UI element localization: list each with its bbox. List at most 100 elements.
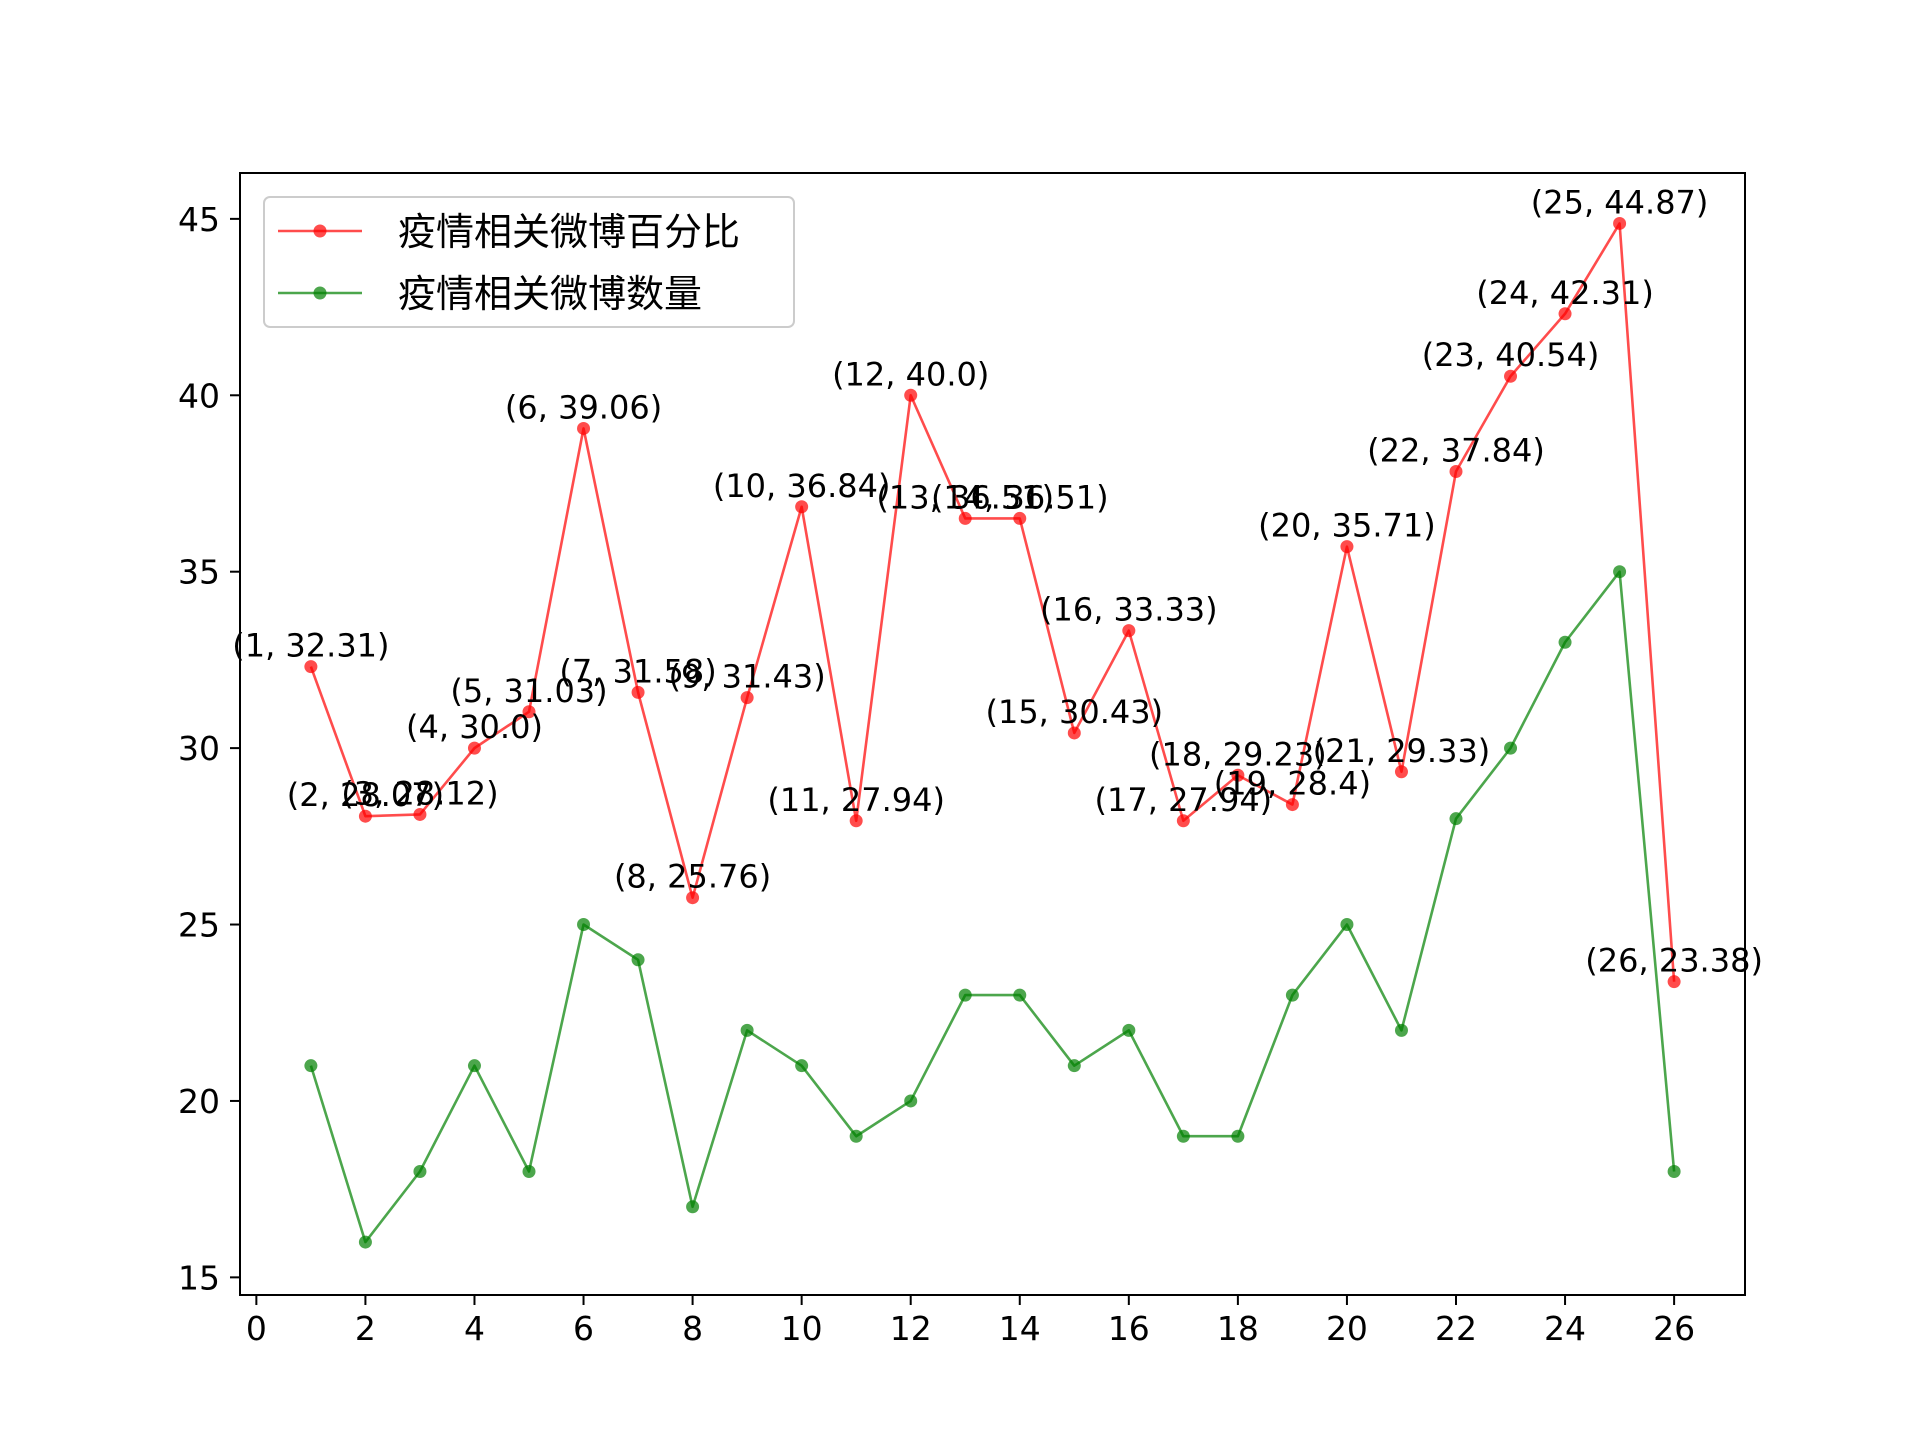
x-tick-label: 10	[781, 1309, 823, 1348]
data-point-count	[1340, 918, 1354, 932]
data-point-percentage	[1285, 798, 1299, 812]
data-label: (1, 32.31)	[232, 627, 389, 665]
data-point-percentage	[1613, 216, 1627, 230]
x-tick-label: 0	[246, 1309, 267, 1348]
y-tick-label: 40	[178, 376, 220, 415]
data-point-percentage	[740, 691, 754, 705]
data-label: (4, 30.0)	[406, 708, 543, 746]
legend-frame	[263, 196, 795, 328]
data-label: (2, 28.07)	[287, 776, 444, 814]
series-layer	[304, 216, 1681, 1249]
data-point-count	[413, 1165, 427, 1179]
data-point-percentage	[1340, 540, 1354, 554]
data-point-count	[522, 1165, 536, 1179]
legend-marker-count	[313, 286, 327, 300]
data-point-count	[958, 988, 972, 1002]
data-point-percentage	[304, 660, 318, 674]
data-point-percentage	[1394, 765, 1408, 779]
data-point-count	[1667, 1165, 1681, 1179]
data-label: (16, 33.33)	[1040, 591, 1218, 629]
data-point-percentage	[1231, 768, 1245, 782]
data-point-count	[1285, 988, 1299, 1002]
data-label: (23, 40.54)	[1422, 336, 1600, 374]
data-point-percentage	[1122, 624, 1136, 638]
data-label: (17, 27.94)	[1095, 781, 1273, 819]
x-tick-label: 18	[1217, 1309, 1259, 1348]
data-point-count	[631, 953, 645, 967]
y-tick-label: 25	[178, 906, 220, 945]
data-label: (11, 27.94)	[767, 781, 945, 819]
data-point-percentage	[1667, 975, 1681, 989]
x-tick-label: 2	[355, 1309, 376, 1348]
data-label: (25, 44.87)	[1531, 183, 1709, 221]
data-label: (18, 29.23)	[1149, 735, 1327, 773]
x-tick-label: 22	[1435, 1309, 1477, 1348]
data-point-count	[1231, 1129, 1245, 1143]
data-label: (6, 39.06)	[505, 388, 662, 426]
data-label: (7, 31.58)	[559, 652, 716, 690]
legend-label-percentage: 疫情相关微博百分比	[398, 210, 740, 254]
data-label: (14, 36.51)	[931, 478, 1109, 516]
data-point-count	[467, 1059, 481, 1073]
y-tick-label: 15	[178, 1258, 220, 1297]
legend-marker-percentage	[313, 224, 327, 238]
data-label: (9, 31.43)	[668, 658, 825, 696]
data-label: (24, 42.31)	[1476, 274, 1654, 312]
data-point-count	[740, 1023, 754, 1037]
x-tick-label: 6	[573, 1309, 594, 1348]
y-tick-label: 30	[178, 729, 220, 768]
data-point-percentage	[1558, 307, 1572, 321]
annotation-layer: (1, 32.31)(2, 28.07)(3, 28.12)(4, 30.0)(…	[232, 183, 1763, 979]
data-point-percentage	[795, 500, 809, 514]
x-tick-label: 8	[682, 1309, 703, 1348]
legend: 疫情相关微博百分比 疫情相关微博数量	[263, 196, 795, 328]
data-point-percentage	[358, 809, 372, 823]
data-point-percentage	[467, 741, 481, 755]
data-point-count	[904, 1094, 918, 1108]
data-label: (20, 35.71)	[1258, 507, 1436, 545]
data-label: (13, 36.51)	[876, 478, 1054, 516]
series-line-count	[309, 570, 1676, 1244]
series-line-percentage	[309, 222, 1676, 982]
data-point-count	[1504, 741, 1518, 755]
data-point-count	[1067, 1059, 1081, 1073]
data-point-count	[304, 1059, 318, 1073]
data-label: (26, 23.38)	[1585, 942, 1763, 980]
x-tick-label: 26	[1653, 1309, 1695, 1348]
data-label: (22, 37.84)	[1367, 431, 1545, 469]
plot-area-frame	[239, 172, 1746, 1296]
data-point-count	[1613, 565, 1627, 579]
data-label: (5, 31.03)	[450, 672, 607, 710]
data-point-percentage	[631, 685, 645, 699]
data-label: (10, 36.84)	[713, 467, 891, 505]
data-point-count	[849, 1129, 863, 1143]
data-point-count	[1122, 1023, 1136, 1037]
data-point-percentage	[1067, 726, 1081, 740]
data-point-count	[1176, 1129, 1190, 1143]
data-point-percentage	[522, 705, 536, 719]
y-axis: 15 20 25 30 35 40 45	[178, 200, 240, 1297]
y-tick-label: 20	[178, 1082, 220, 1121]
data-label: (12, 40.0)	[832, 355, 989, 393]
data-point-percentage	[849, 814, 863, 828]
x-tick-label: 20	[1326, 1309, 1368, 1348]
data-point-percentage	[1449, 464, 1463, 478]
data-label: (21, 29.33)	[1313, 732, 1491, 770]
y-tick-label: 45	[178, 200, 220, 239]
data-point-percentage	[577, 421, 591, 435]
data-point-percentage	[1504, 369, 1518, 383]
data-point-count	[686, 1200, 700, 1214]
data-point-count	[1394, 1023, 1408, 1037]
data-point-count	[1558, 635, 1572, 649]
x-tick-label: 4	[464, 1309, 485, 1348]
data-point-percentage	[1013, 511, 1027, 525]
data-point-percentage	[686, 891, 700, 905]
data-point-count	[358, 1235, 372, 1249]
legend-label-count: 疫情相关微博数量	[398, 272, 702, 316]
data-point-percentage	[1176, 814, 1190, 828]
x-tick-label: 16	[1108, 1309, 1150, 1348]
x-tick-label: 24	[1544, 1309, 1586, 1348]
y-tick-label: 35	[178, 553, 220, 592]
data-point-percentage	[958, 511, 972, 525]
